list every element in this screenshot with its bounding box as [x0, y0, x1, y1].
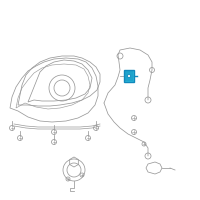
Bar	[124, 70, 134, 82]
Bar	[125, 71, 133, 81]
Circle shape	[128, 74, 130, 77]
